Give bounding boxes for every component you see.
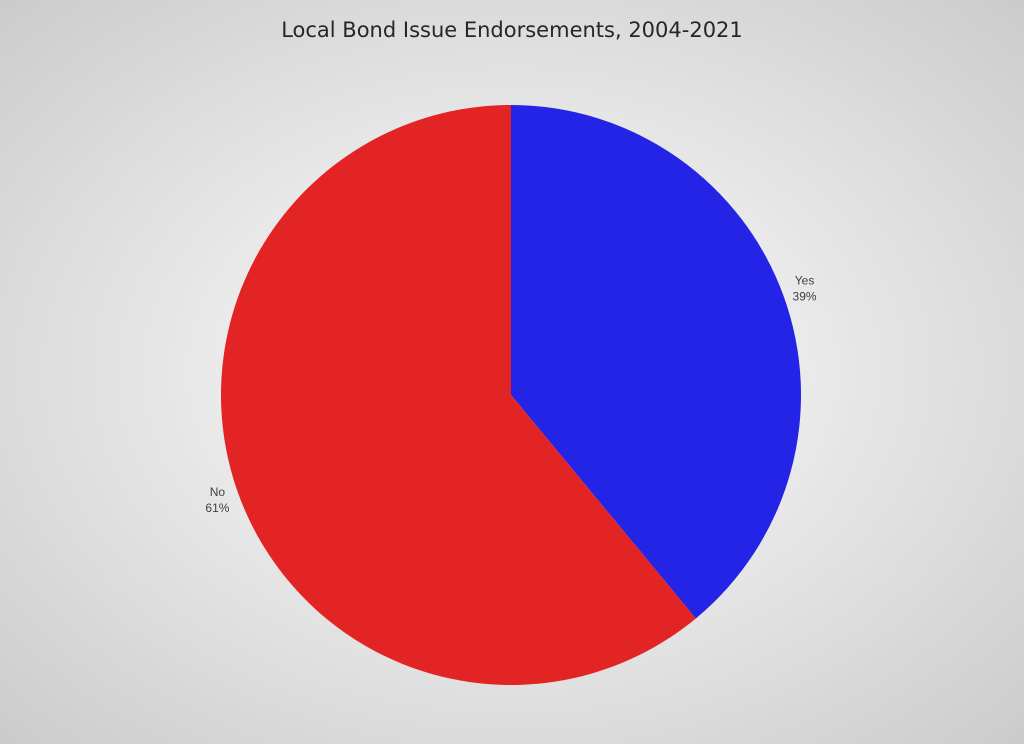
data-label: 61%	[205, 501, 229, 515]
pie-slice	[511, 105, 801, 619]
slice-label: No	[210, 485, 226, 499]
chart-title: Local Bond Issue Endorsements, 2004-2021	[281, 18, 743, 42]
slice-label: Yes	[795, 273, 815, 287]
data-label: 39%	[793, 289, 817, 303]
pie-slice	[220, 105, 696, 685]
